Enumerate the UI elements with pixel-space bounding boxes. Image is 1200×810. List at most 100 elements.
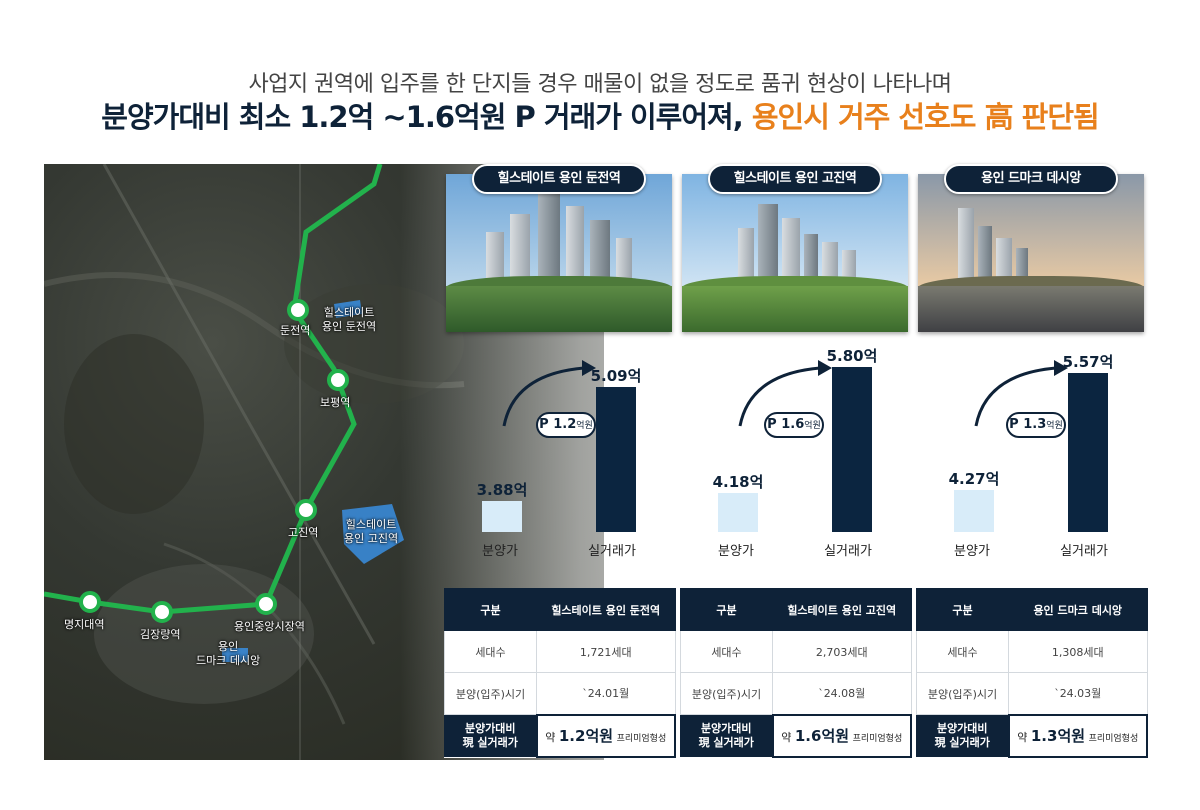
row-value-schedule: `24.08월 [772, 672, 912, 715]
main-headline-accent: 용인시 거주 선호도 高 판단됨 [751, 100, 1100, 134]
row-value-premium: 약 1.2억원 프리미엄형성 [535, 713, 676, 758]
station-label-myongji: 명지대역 [64, 618, 105, 631]
station-label-bopyeong: 보평역 [320, 396, 351, 409]
category-trade: 실거래가 [588, 544, 636, 559]
bar-value-trade: 5.09억 [590, 366, 642, 385]
bar-value-sale: 4.18억 [712, 472, 764, 491]
trend-arrow-icon [974, 360, 1068, 427]
premium-badge: P 1.6억원 [764, 412, 824, 438]
premium-unit: 억원 [1046, 421, 1063, 431]
category-trade: 실거래가 [824, 544, 872, 559]
row-value-schedule: `24.03월 [1008, 672, 1148, 715]
project-photo [446, 174, 672, 332]
site-label-line: 용인 둔전역 [322, 320, 377, 333]
project-dunjeon: 힐스테이트 용인 둔전역 3.88억 5.09억 P 1.2억원 분양가 실거래… [444, 164, 676, 768]
row-value-premium: 약 1.6억원 프리미엄형성 [771, 713, 912, 758]
site-label-gojin: 힐스테이트 용인 고진역 [344, 518, 398, 546]
site-label-dunjeon: 힐스테이트 용인 둔전역 [322, 306, 376, 334]
station-myongji-icon [79, 591, 101, 613]
bar-sale [718, 492, 758, 532]
table-header-project: 용인 드마크 데시앙 [1008, 588, 1148, 631]
row-label-premium: 분양가대비 現 실거래가 [916, 714, 1009, 757]
station-gojin-icon [295, 499, 317, 521]
project-dmark: 용인 드마크 데시앙 4.27억 5.57억 P 1.3억원 분양가 실거래가 … [916, 164, 1148, 768]
premium-amount-value: 1.2억원 [558, 727, 614, 745]
trend-arrow-icon [502, 360, 596, 427]
sub-headline: 사업지 권역에 입주를 한 단지들 경우 매물이 없을 정도로 품귀 현상이 나… [248, 72, 952, 97]
bar-trade [1068, 373, 1108, 532]
row-label-premium: 분양가대비 現 실거래가 [444, 714, 537, 757]
project-photo [918, 174, 1144, 332]
row-label-premium: 분양가대비 現 실거래가 [680, 714, 773, 757]
premium-unit: 억원 [576, 421, 593, 431]
price-chart: 4.27억 5.57억 P 1.3억원 분양가 실거래가 [916, 353, 1142, 562]
site-marker-gojin [342, 504, 404, 564]
bar-value-trade: 5.57억 [1062, 353, 1114, 372]
project-photo [682, 174, 908, 332]
trend-arrow-icon [738, 360, 832, 427]
site-label-line: 용인 고진역 [344, 532, 399, 545]
bar-value-sale: 3.88억 [476, 481, 528, 500]
table-header-category: 구분 [680, 588, 773, 631]
project-title: 용인 드마크 데시앙 [944, 164, 1118, 194]
row-label-schedule: 분양(입주)시기 [916, 672, 1009, 715]
row-value-units: 1,721세대 [536, 630, 676, 673]
premium-badge: P 1.3억원 [1006, 412, 1066, 438]
station-bopyeong-icon [327, 369, 349, 391]
row-value-premium: 약 1.3억원 프리미엄형성 [1007, 713, 1148, 758]
site-label-line: 힐스테이트 [345, 518, 397, 531]
premium-label-line: 분양가대비 [936, 721, 988, 735]
bar-trade [832, 366, 872, 532]
table-header-category: 구분 [444, 588, 537, 631]
row-label-units: 세대수 [916, 630, 1009, 673]
premium-prefix: 약 [1017, 731, 1028, 744]
premium-unit: 억원 [804, 421, 821, 431]
category-trade: 실거래가 [1060, 544, 1108, 559]
main-headline-text: 분양가대비 최소 1.2억 ~1.6억원 P 거래가 이루어져, [101, 100, 752, 134]
site-marker-dmark [222, 648, 248, 662]
project-gojin: 힐스테이트 용인 고진역 4.18억 5.80억 P 1.6억원 분양가 실거래… [680, 164, 912, 768]
row-label-units: 세대수 [680, 630, 773, 673]
table-header-project: 힐스테이트 용인 둔전역 [536, 588, 676, 631]
category-sale: 분양가 [718, 544, 754, 559]
row-label-schedule: 분양(입주)시기 [680, 672, 773, 715]
table-header-category: 구분 [916, 588, 1009, 631]
site-label-line: 드마크 데시앙 [196, 654, 261, 667]
premium-label-line: 現 실거래가 [462, 735, 518, 749]
bar-value-sale: 4.27억 [948, 470, 1000, 489]
bar-value-trade: 5.80억 [826, 346, 878, 365]
category-sale: 분양가 [482, 544, 518, 559]
premium-label-line: 분양가대비 [464, 721, 516, 735]
row-label-units: 세대수 [444, 630, 537, 673]
bar-sale [482, 501, 522, 532]
premium-prefix: 약 [781, 731, 792, 744]
site-marker-dunjeon [334, 300, 362, 318]
premium-amount: P 1.2 [539, 417, 577, 432]
project-info-table: 구분 힐스테이트 용인 둔전역 세대수 1,721세대 분양(입주)시기 `24… [444, 588, 676, 758]
station-gimryang-icon [151, 601, 173, 623]
premium-prefix: 약 [545, 731, 556, 744]
category-sale: 분양가 [954, 544, 990, 559]
site-label-dmark: 용인 드마크 데시앙 [196, 640, 260, 668]
project-title: 힐스테이트 용인 고진역 [708, 164, 882, 194]
row-label-schedule: 분양(입주)시기 [444, 672, 537, 715]
premium-label-line: 분양가대비 [700, 721, 752, 735]
bar-sale [954, 490, 994, 532]
premium-amount-value: 1.3억원 [1030, 727, 1086, 745]
project-title: 힐스테이트 용인 둔전역 [472, 164, 646, 194]
bar-trade [596, 386, 636, 532]
premium-suffix: 프리미엄형성 [616, 734, 667, 744]
row-value-units: 1,308세대 [1008, 630, 1148, 673]
row-value-schedule: `24.01월 [536, 672, 676, 715]
premium-amount: P 1.6 [767, 417, 805, 432]
main-headline: 분양가대비 최소 1.2억 ~1.6억원 P 거래가 이루어져, 용인시 거주 … [0, 94, 1200, 136]
station-central-market-icon [255, 593, 277, 615]
station-label-gimryang: 김장량역 [140, 628, 181, 641]
premium-badge: P 1.2억원 [536, 412, 596, 438]
station-dunjeon-icon [287, 299, 309, 321]
site-label-line: 힐스테이트 [323, 306, 375, 319]
premium-label-line: 現 실거래가 [934, 735, 990, 749]
project-info-table: 구분 힐스테이트 용인 고진역 세대수 2,703세대 분양(입주)시기 `24… [680, 588, 912, 758]
map-graphic [44, 164, 465, 760]
price-chart: 4.18억 5.80억 P 1.6억원 분양가 실거래가 [680, 347, 906, 562]
